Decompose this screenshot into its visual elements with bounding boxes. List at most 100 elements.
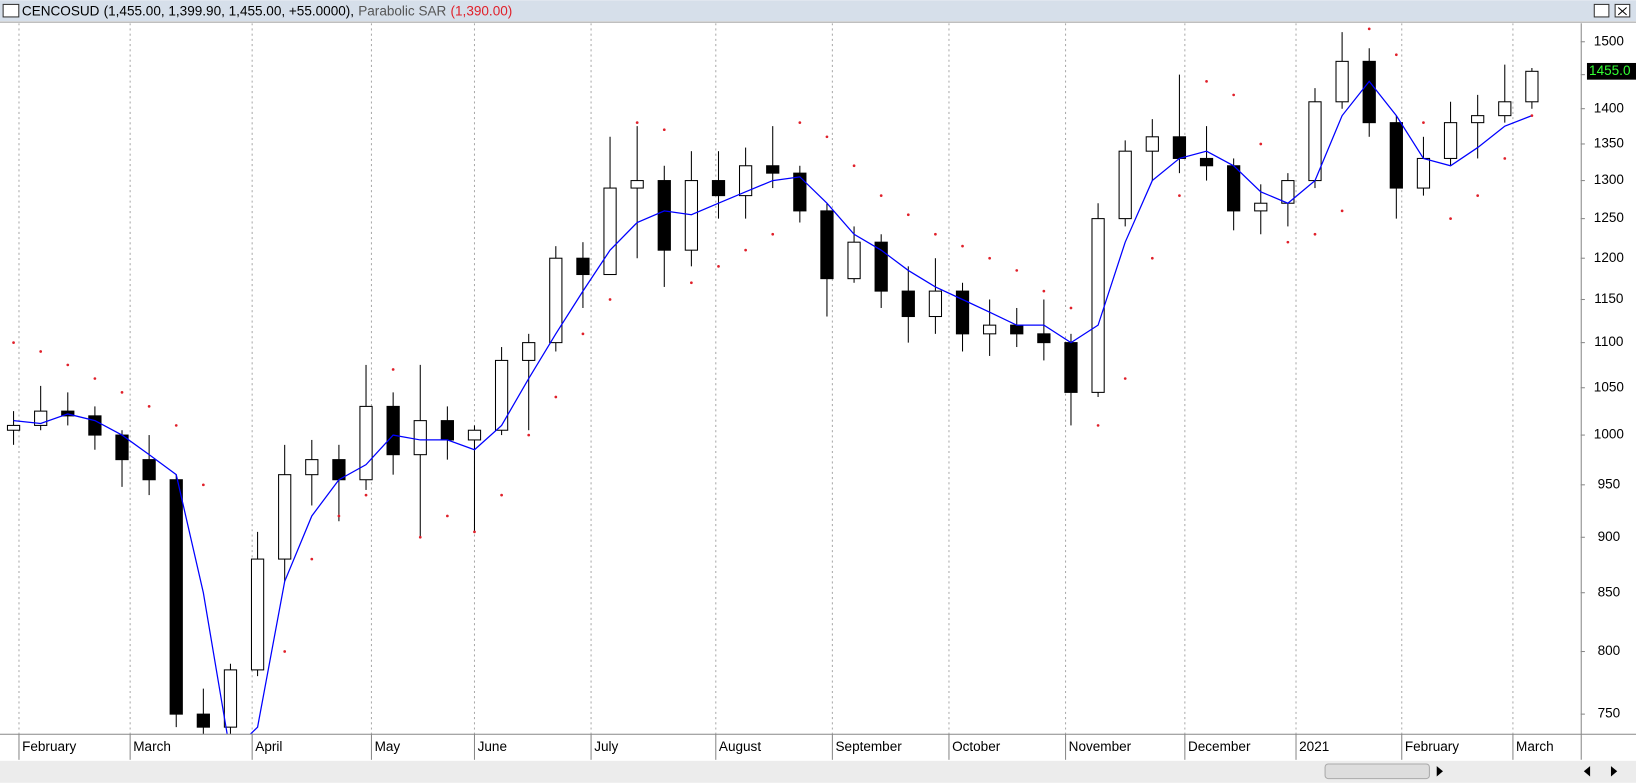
sar-dot [934, 232, 937, 236]
x-tick-label: March [133, 739, 171, 754]
sar-dot [798, 121, 802, 125]
candle-body [603, 187, 617, 276]
y-tick-label: 1500 [1594, 33, 1624, 48]
candle-body [1010, 324, 1024, 335]
candle-body [1064, 342, 1078, 393]
sar-dot [988, 256, 991, 260]
sar-dot [852, 164, 856, 168]
symbol: CENCOSUD [22, 3, 100, 18]
y-tick-label: 1400 [1594, 100, 1624, 115]
sar-dot [39, 350, 43, 353]
candle-body [1362, 60, 1376, 124]
candle-body [549, 257, 563, 344]
sar-dot [961, 244, 964, 248]
sar-dot [771, 232, 775, 236]
candle-body [88, 415, 102, 436]
candle-body [467, 429, 482, 441]
sar-dot [1259, 142, 1263, 146]
x-tick-label: November [1069, 739, 1132, 754]
y-tick-label: 850 [1598, 584, 1621, 599]
close-icon [1617, 7, 1627, 16]
plot-area [6, 23, 1539, 755]
sar-dot [1313, 232, 1317, 236]
sar-dot [1069, 306, 1073, 310]
candle-body [1443, 122, 1458, 159]
sar-dot [1150, 256, 1154, 260]
x-tick-label: February [1405, 739, 1459, 754]
candle-body [820, 210, 834, 280]
scrollbar[interactable] [1324, 763, 1430, 780]
y-tick-label: 900 [1598, 529, 1621, 544]
candle-body [386, 405, 400, 456]
sar-dot [500, 493, 503, 497]
candle-body [955, 290, 970, 335]
average-line [13, 80, 1533, 734]
sar-dot [879, 194, 883, 197]
candle-body [1145, 136, 1159, 152]
sar-dot [662, 128, 666, 132]
x-tick-label: December [1188, 739, 1251, 754]
quote: (1,455.00, 1,399.90, 1,455.00, +55.0000)… [104, 3, 354, 18]
sar-dot [1205, 80, 1208, 83]
last-price-label: 1455.0 [1589, 63, 1630, 78]
toolbar [0, 760, 1636, 783]
candle-body [1172, 136, 1187, 159]
candle-body [1227, 165, 1241, 212]
candle-body [1037, 333, 1051, 344]
y-tick-label: 750 [1598, 706, 1621, 721]
sar-dot [12, 341, 15, 344]
x-tick-label: March [1516, 739, 1554, 754]
candle-body [983, 324, 997, 335]
sar-dot [147, 405, 151, 408]
sar-dot [418, 535, 422, 539]
last-price-box [1586, 62, 1636, 80]
x-tick-label: June [478, 739, 507, 754]
candle-body [1416, 157, 1431, 189]
sar-dot [608, 298, 612, 301]
sar-dot [1530, 114, 1534, 117]
candle-body [278, 474, 292, 560]
sar-dot [364, 493, 368, 497]
candle-body [1389, 122, 1403, 189]
sar-dot [1367, 27, 1371, 31]
title-bar [0, 0, 1636, 22]
candle-body [630, 180, 644, 189]
candle-body [1254, 202, 1268, 212]
x-tick-label: September [836, 739, 903, 754]
x-tick-label: 2021 [1299, 739, 1329, 754]
x-tick-label: August [719, 739, 761, 754]
sar-dot [1178, 194, 1181, 197]
sar-dot [1394, 53, 1398, 57]
candle-body [196, 713, 210, 728]
candle-body [305, 459, 319, 476]
sar-dot [744, 248, 747, 252]
candle-body [766, 165, 780, 174]
sar-dot [473, 530, 476, 534]
candle-body [440, 420, 454, 441]
candle-body [847, 241, 861, 280]
indicator-name: Parabolic SAR [358, 3, 446, 18]
sar-dot [906, 213, 910, 217]
sar-dot [717, 264, 720, 268]
candle-body [738, 165, 753, 197]
sar-dot [527, 433, 531, 437]
sar-dot [229, 752, 232, 755]
sar-dot [310, 557, 314, 561]
sar-dot [446, 514, 449, 518]
sar-dot [1286, 240, 1290, 244]
candle-body [494, 359, 509, 431]
sar-dot [690, 281, 693, 285]
restore-button[interactable] [1593, 3, 1610, 18]
candle-body [223, 669, 238, 728]
sar-dot [1015, 269, 1019, 272]
candle-body [928, 290, 943, 318]
x-tick-label: April [255, 739, 282, 754]
sar-dot [635, 121, 639, 125]
sar-dot [391, 368, 395, 371]
sar-dot [825, 135, 829, 139]
candle-body [413, 420, 427, 456]
sar-dot [93, 377, 97, 380]
sar-dot [337, 514, 341, 518]
x-tick-label: October [952, 739, 1001, 754]
